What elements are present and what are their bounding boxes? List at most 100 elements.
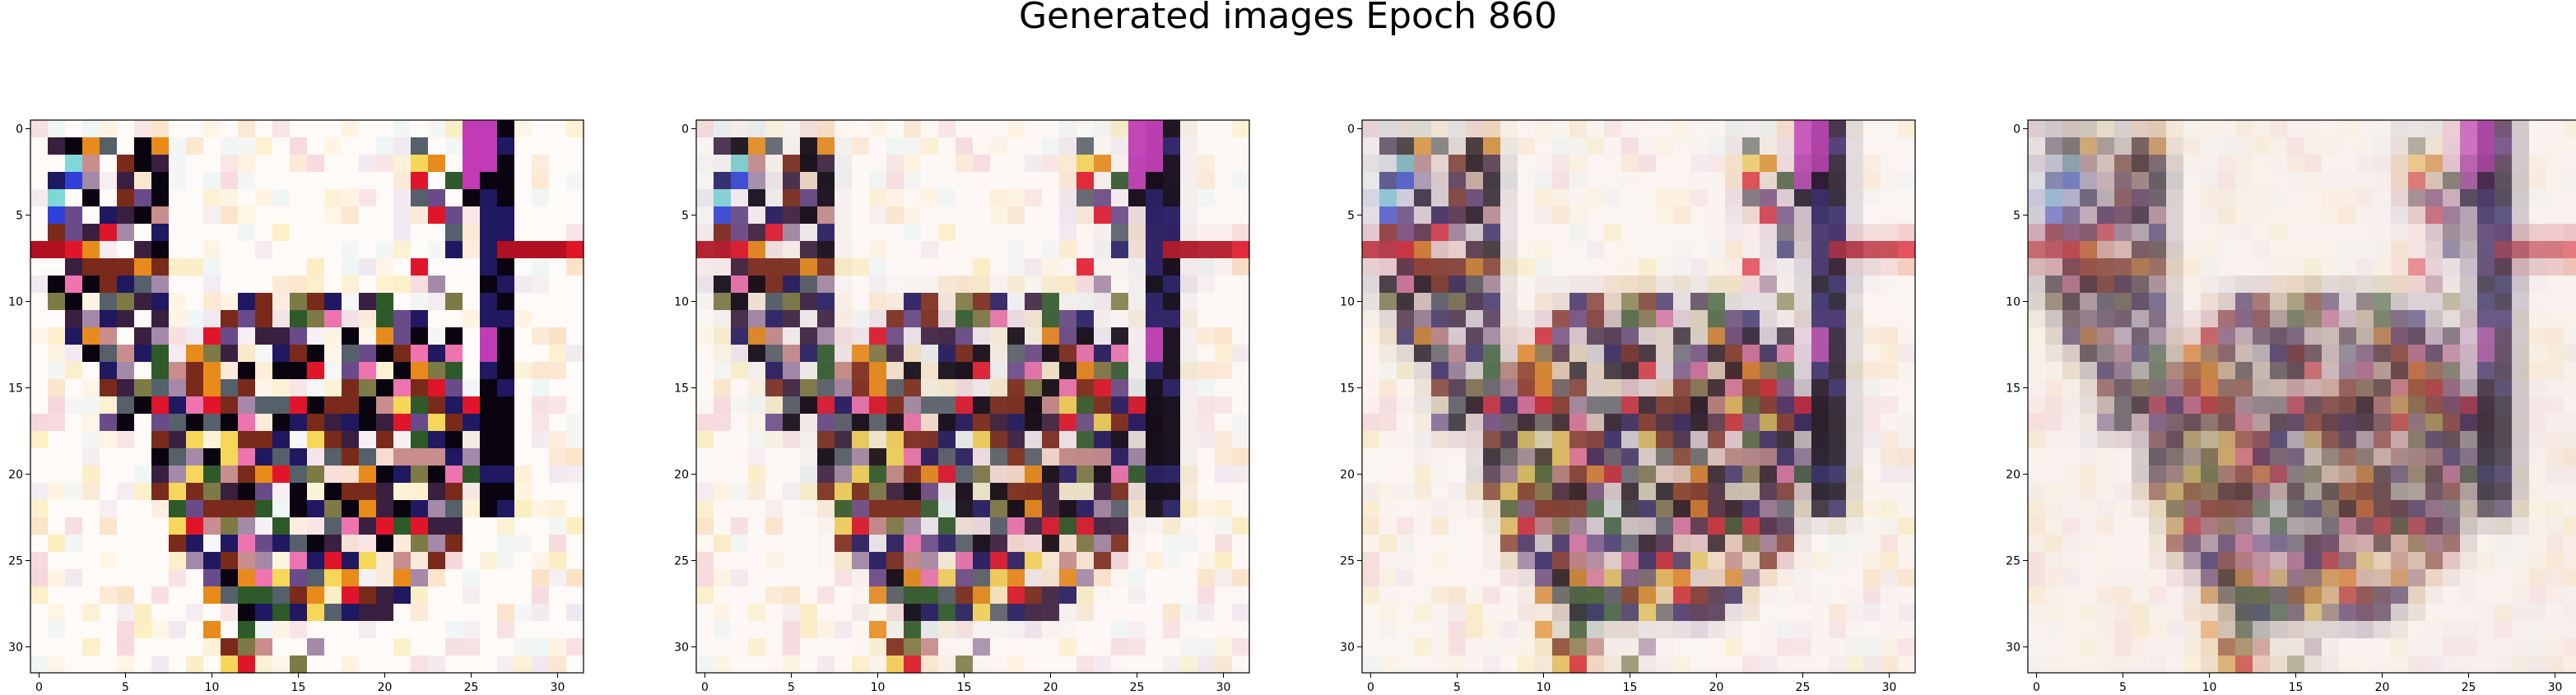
pixel-cell	[2166, 345, 2184, 363]
pixel-cell	[2201, 500, 2219, 518]
pixel-cell	[1483, 206, 1501, 225]
pixel-cell	[1163, 604, 1181, 622]
y-tick: 5	[16, 210, 30, 223]
pixel-cell	[82, 448, 100, 466]
pixel-cell	[2218, 206, 2236, 225]
pixel-cell	[1742, 241, 1760, 259]
pixel-cell	[1708, 327, 1726, 345]
pixel-cell	[1232, 224, 1250, 242]
image-panel-1: 0 5 10 15 20 25 30051015202530	[8, 120, 584, 694]
pixel-cell	[783, 656, 801, 674]
pixel-cell	[238, 414, 256, 432]
pixel-cell	[307, 120, 325, 138]
pixel-cell	[342, 241, 360, 259]
pixel-cell	[1846, 535, 1864, 553]
pixel-cell	[65, 414, 83, 432]
pixel-cell	[1656, 586, 1674, 605]
pixel-cell	[1518, 483, 1536, 501]
pixel-cell	[2374, 379, 2392, 397]
pixel-cell	[1397, 327, 1415, 345]
pixel-cell	[1025, 224, 1043, 242]
pixel-cell	[238, 586, 256, 605]
pixel-cell	[1760, 155, 1778, 173]
pixel-cell	[1794, 586, 1812, 605]
pixel-cell	[1518, 120, 1536, 138]
pixel-cell	[1431, 276, 1449, 294]
pixel-cell	[1215, 241, 1233, 259]
pixel-cell	[2114, 172, 2132, 190]
pixel-cell	[2080, 172, 2098, 190]
pixel-cell	[1362, 310, 1380, 328]
pixel-cell	[186, 241, 204, 259]
pixel-cell	[2304, 258, 2323, 276]
pixel-cell	[1197, 500, 1216, 518]
pixel-cell	[1059, 206, 1077, 225]
pixel-cell	[1621, 172, 1639, 190]
pixel-cell	[1042, 276, 1060, 294]
pixel-cell	[549, 155, 567, 173]
pixel-cell	[151, 293, 170, 311]
pixel-cell	[1146, 431, 1164, 449]
pixel-cell	[1639, 258, 1657, 276]
pixel-cell	[1846, 362, 1864, 380]
pixel-cell	[973, 155, 991, 173]
pixel-cell	[65, 189, 83, 207]
pixel-cell	[731, 327, 749, 345]
pixel-cell	[1111, 362, 1129, 380]
pixel-cell	[1042, 327, 1060, 345]
pixel-cell	[2322, 224, 2340, 242]
pixel-cell	[1881, 155, 1899, 173]
x-tick-label: 10	[205, 681, 220, 694]
pixel-cell	[1829, 396, 1847, 415]
pixel-cell	[2477, 276, 2495, 294]
pixel-cell	[1431, 621, 1449, 639]
pixel-cell	[1518, 621, 1536, 639]
pixel-cell	[1215, 120, 1233, 138]
pixel-cell	[1535, 638, 1553, 656]
x-tick: 25	[1796, 673, 1811, 694]
pixel-cell	[2045, 448, 2063, 466]
pixel-cell	[1111, 517, 1129, 535]
pixel-cell	[169, 535, 187, 553]
pixel-cell	[2218, 552, 2236, 570]
pixel-cell	[1197, 535, 1216, 553]
pixel-cell	[393, 414, 412, 432]
pixel-cell	[2149, 362, 2167, 380]
pixel-cell	[2304, 276, 2323, 294]
pixel-cell	[290, 621, 308, 639]
pixel-cell	[1552, 500, 1570, 518]
pixel-cell	[290, 258, 308, 276]
pixel-cell	[973, 552, 991, 570]
pixel-cell	[1639, 206, 1657, 225]
pixel-cell	[2356, 310, 2374, 328]
pixel-cell	[1197, 310, 1216, 328]
pixel-cell	[65, 120, 83, 138]
pixel-cell	[186, 206, 204, 225]
pixel-cell	[2495, 258, 2513, 276]
pixel-cell	[1898, 586, 1916, 605]
pixel-cell	[2166, 137, 2184, 155]
pixel-cell	[852, 189, 870, 207]
y-tick: 30	[1340, 642, 1362, 655]
pixel-cell	[1587, 189, 1605, 207]
pixel-cell	[1811, 535, 1830, 553]
pixel-cell	[1448, 327, 1467, 345]
pixel-cell	[2253, 552, 2271, 570]
pixel-cell	[2425, 362, 2443, 380]
pixel-cell	[1552, 224, 1570, 242]
pixel-cell	[272, 362, 291, 380]
y-tick: 30	[8, 642, 30, 655]
pixel-cell	[1535, 120, 1553, 138]
pixel-cell	[1535, 258, 1553, 276]
pixel-cell	[2356, 586, 2374, 605]
pixel-cell	[1881, 120, 1899, 138]
pixel-cell	[480, 379, 498, 397]
pixel-cell	[1621, 310, 1639, 328]
pixel-cell	[324, 621, 342, 639]
pixel-cell	[82, 604, 100, 622]
pixel-cell	[2270, 448, 2288, 466]
pixel-cell	[532, 137, 550, 155]
pixel-cell	[1898, 379, 1916, 397]
pixel-cell	[100, 345, 118, 363]
pixel-cell	[532, 155, 550, 173]
